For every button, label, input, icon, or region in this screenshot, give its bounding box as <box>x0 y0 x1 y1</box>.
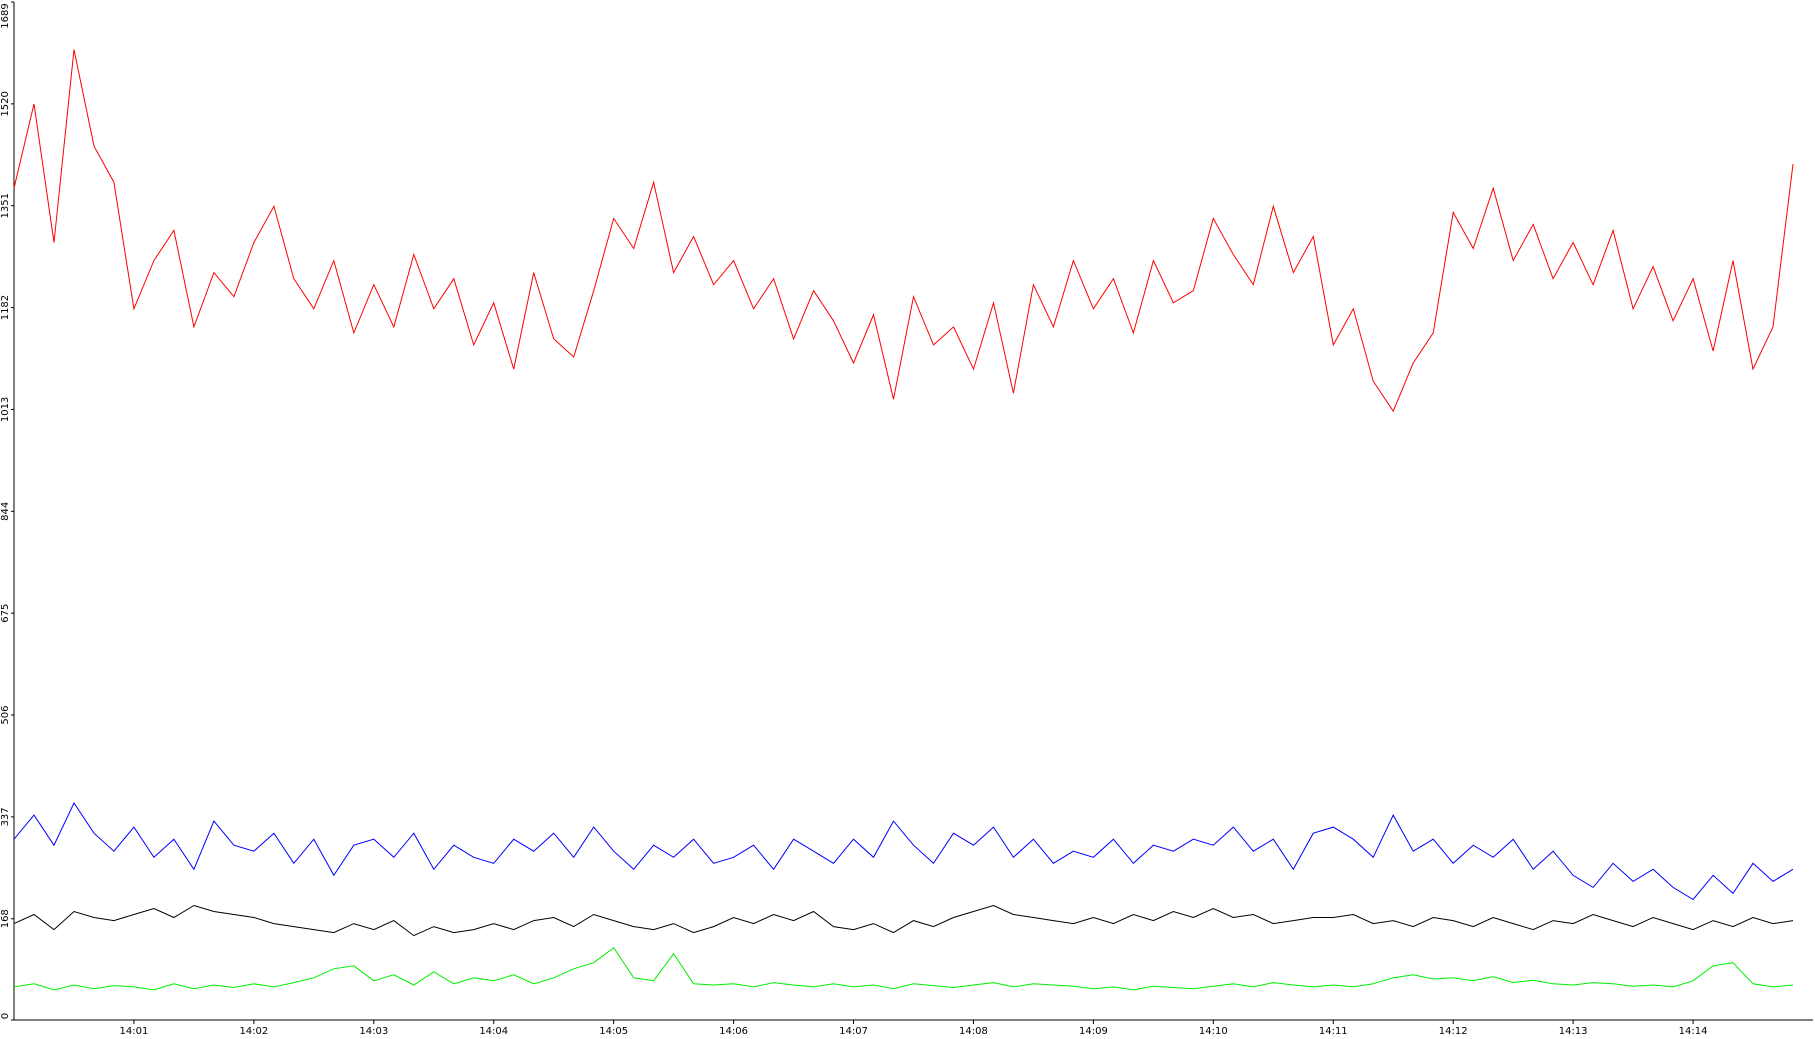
y-tick-label: 1689 <box>0 3 11 28</box>
y-tick-label: 844 <box>0 502 11 521</box>
x-tick-label: 14:01 <box>120 1026 149 1037</box>
x-tick-label: 14:10 <box>1199 1026 1228 1037</box>
x-tick-label: 14:02 <box>239 1026 268 1037</box>
x-tick-label: 14:14 <box>1679 1026 1708 1037</box>
y-tick-label: 1182 <box>0 295 11 320</box>
y-tick-label: 1013 <box>0 397 11 422</box>
series-line <box>13 946 1794 991</box>
y-tick-label: 506 <box>0 705 11 724</box>
x-tick-label: 14:12 <box>1439 1026 1468 1037</box>
series-line <box>13 49 1794 413</box>
x-tick-label: 14:05 <box>599 1026 628 1037</box>
x-tick-label: 14:04 <box>479 1026 508 1037</box>
x-tick-label: 14:07 <box>839 1026 868 1037</box>
x-tick-label: 14:06 <box>719 1026 748 1037</box>
y-tick-label: 675 <box>0 604 11 623</box>
x-tick-label: 14:09 <box>1079 1026 1108 1037</box>
y-tick-label: 1520 <box>0 91 11 116</box>
series-line <box>13 801 1794 901</box>
x-tick-label: 14:11 <box>1319 1026 1348 1037</box>
x-tick-label: 14:08 <box>959 1026 988 1037</box>
x-tick-label: 14:03 <box>359 1026 388 1037</box>
x-tick-label: 14:13 <box>1559 1026 1588 1037</box>
series-line <box>13 904 1794 937</box>
y-tick-label: 0 <box>0 1013 11 1019</box>
y-tick-label: 168 <box>0 909 11 928</box>
y-tick-label: 337 <box>0 807 11 826</box>
y-tick-label: 1351 <box>0 193 11 218</box>
